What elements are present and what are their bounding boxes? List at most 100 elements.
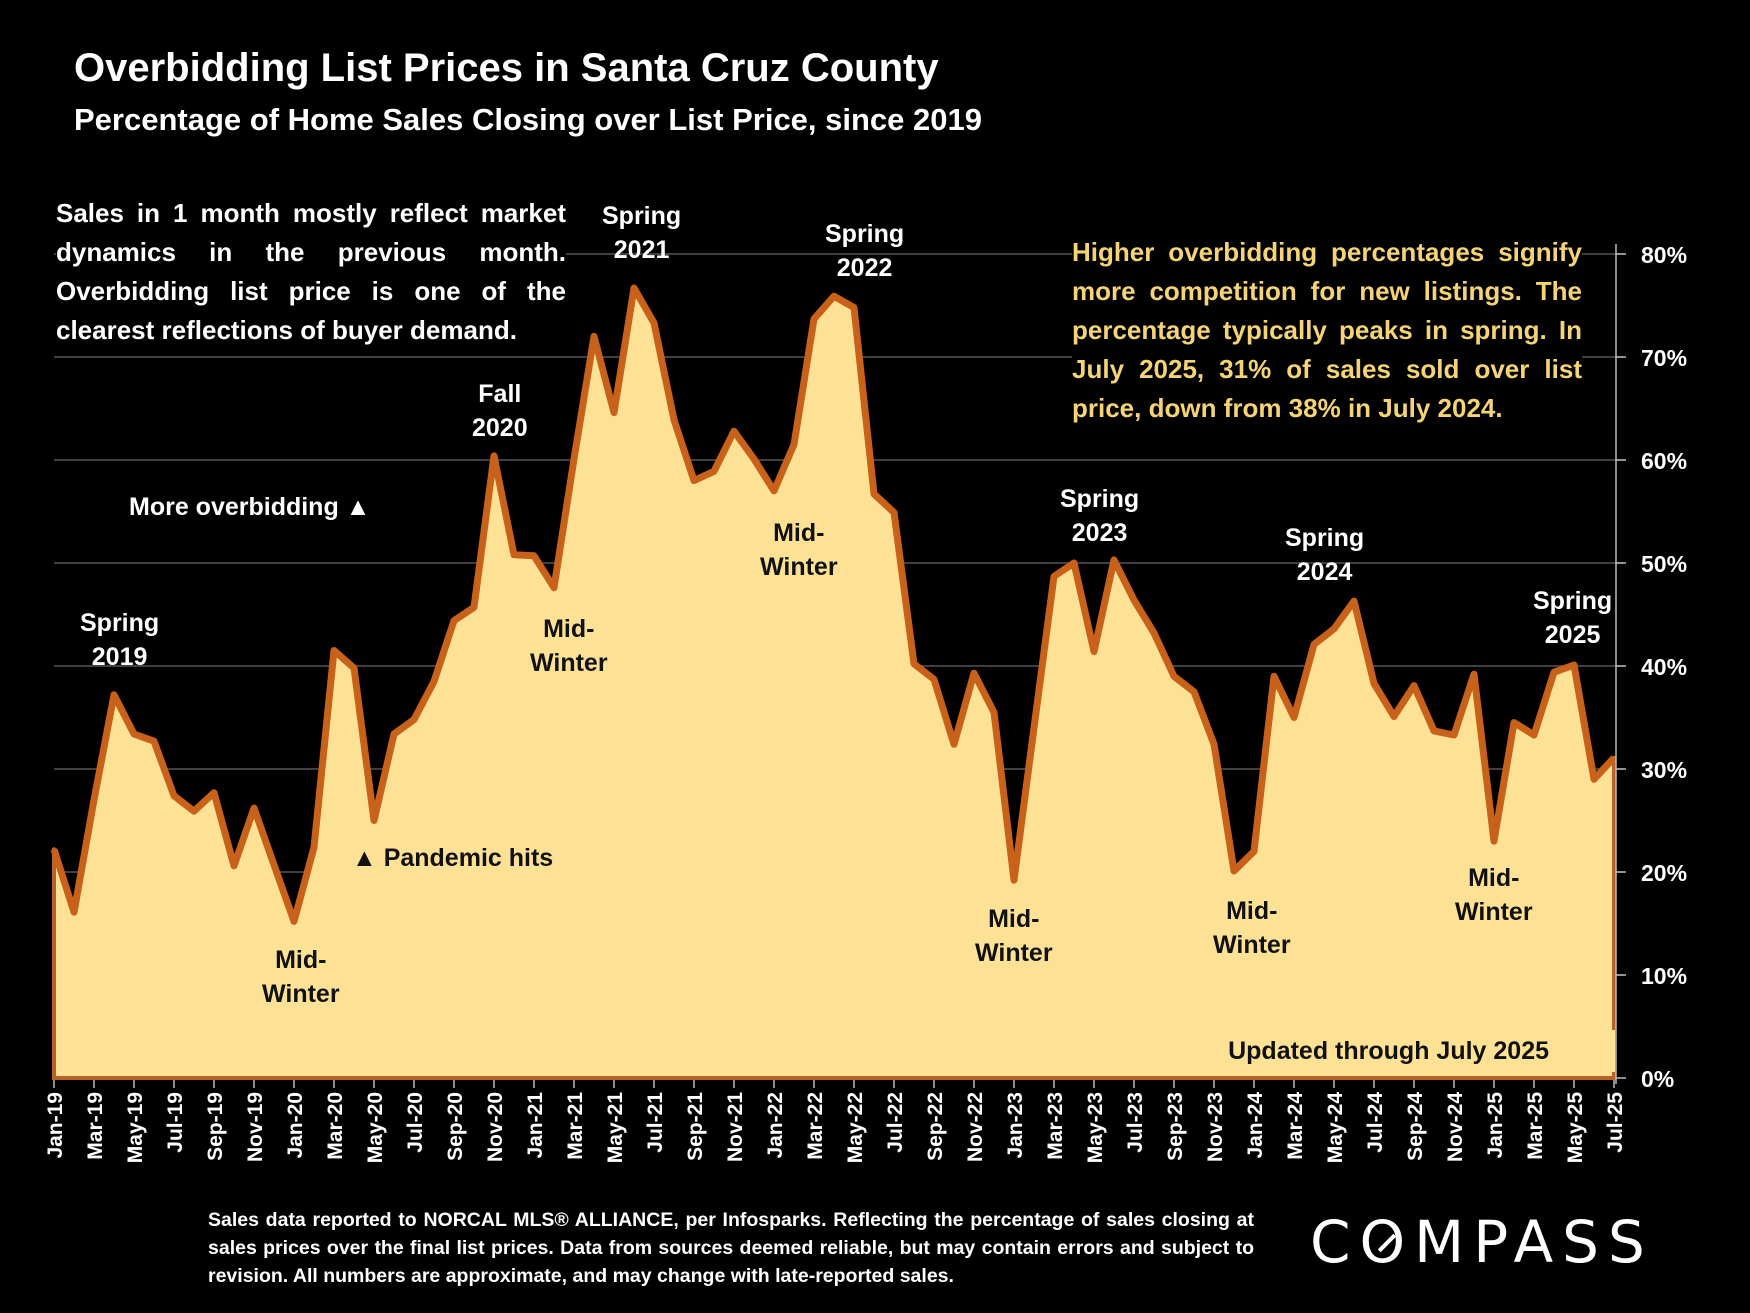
label-spring-2025: Spring 2025 [1533,587,1613,649]
data-point [292,919,296,924]
data-point [772,488,776,493]
data-point [1352,599,1356,604]
data-point [392,732,396,736]
data-point [252,806,256,811]
y-tick-label: 60% [1641,448,1687,474]
area-fill [54,288,1614,1078]
data-point [1192,689,1196,694]
x-tick-label: Sep-19 [204,1092,227,1161]
x-tick-label: Jan-24 [1244,1092,1267,1159]
x-tick-label: Sep-24 [1404,1092,1427,1161]
x-tick-label: Jan-23 [1004,1092,1027,1159]
data-point [912,661,916,666]
data-point [572,457,576,461]
data-point [872,492,876,496]
x-tick-label: May-22 [844,1092,867,1163]
label-midwinter-2024: Mid- Winter [1213,897,1291,959]
data-point [1292,715,1296,720]
x-tick-label: Nov-24 [1444,1092,1467,1162]
data-point [1592,777,1596,782]
data-point [1092,649,1096,654]
data-point [712,469,716,474]
area-border [52,757,1616,1080]
data-point [452,618,456,623]
data-point [212,790,216,795]
y-tick-label: 40% [1641,654,1687,680]
compass-logo: COMPASS [1310,1208,1654,1276]
data-point [652,321,656,325]
y-tick-label: 0% [1641,1066,1674,1092]
y-tick-label: 30% [1641,757,1687,783]
label-pandemic-hits: ▲ Pandemic hits [352,844,554,872]
x-axis: Jan-19 Mar-19 May-19 Jul-19 Sep-19 Nov-19 Jan-… [44,1080,1627,1163]
data-point [532,553,536,558]
chart-subtitle: Percentage of Home Sales Closing over Li… [74,102,982,137]
data-point [1572,663,1576,667]
data-point [1132,598,1136,603]
x-tick-label: Mar-23 [1044,1092,1067,1160]
x-tick-label: Nov-19 [244,1092,267,1162]
x-tick-label: May-24 [1324,1092,1347,1164]
data-point [232,863,236,868]
y-tick-label: 50% [1641,551,1687,577]
data-point [832,294,836,299]
data-point [1512,720,1516,725]
data-point [1372,681,1376,686]
x-tick-label: Nov-21 [724,1092,747,1162]
label-spring-2023: Spring 2023 [1060,485,1140,547]
data-point [1152,631,1156,635]
data-point [1492,839,1496,844]
x-tick-label: Mar-19 [84,1092,107,1160]
data-point [1072,561,1076,565]
x-tick-label: Jul-24 [1364,1092,1387,1153]
y-axis: 0% 10% 20% 30% 40% 50% 60% 70% 80% [1615,242,1687,1092]
label-spring-2022: Spring 2022 [825,220,905,282]
label-more-overbidding: More overbidding ▲ [129,493,371,521]
data-point [852,305,856,310]
data-point [1032,725,1036,730]
data-point [512,552,516,557]
data-point [1252,849,1256,854]
data-point [1532,733,1536,737]
note-market-dynamics: Sales in 1 month mostly reflect market d… [56,194,566,350]
logo-letters: MPASS [1414,1208,1654,1276]
data-point [352,666,356,671]
y-tick-label: 10% [1641,963,1687,989]
data-point [1432,728,1436,733]
data-point [52,847,56,852]
x-tick-label: Sep-23 [1164,1092,1187,1161]
label-midwinter-2025: Mid- Winter [1455,864,1533,926]
data-point [432,679,436,684]
x-tick-label: May-19 [124,1092,147,1163]
data-point [1452,733,1456,737]
data-point [112,692,116,697]
x-tick-label: Sep-22 [924,1092,947,1161]
data-point [492,453,496,458]
data-point [692,478,696,483]
data-point [592,334,596,339]
data-point [1172,674,1176,679]
x-tick-label: Jul-23 [1124,1092,1147,1153]
data-point [792,442,796,447]
chart-title: Overbidding List Prices in Santa Cruz Co… [74,46,939,90]
label-spring-2024: Spring 2024 [1285,524,1365,586]
data-point [272,862,276,867]
x-tick-label: Jul-21 [644,1092,667,1153]
source-footnote: Sales data reported to NORCAL MLS® ALLIA… [208,1209,1254,1287]
label-midwinter-2022: Mid- Winter [760,519,838,581]
updated-through-label: Updated through July 2025 [1228,1037,1549,1065]
data-point [632,286,636,290]
data-point [372,818,376,823]
x-tick-label: May-20 [364,1092,387,1163]
data-point [932,677,936,682]
label-spring-2019: Spring 2019 [80,609,160,671]
data-point [732,429,736,434]
data-point [812,316,816,321]
data-point [472,605,476,610]
x-tick-label: May-21 [604,1092,627,1164]
x-tick-label: Nov-23 [1204,1092,1227,1162]
x-tick-label: Mar-21 [564,1092,587,1160]
x-tick-label: May-23 [1084,1092,1107,1163]
data-point [1612,755,1616,760]
data-point [1212,742,1216,747]
